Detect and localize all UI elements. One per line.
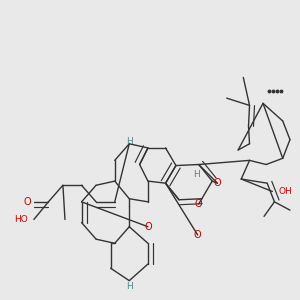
Text: O: O [194,230,202,240]
Text: OH: OH [279,187,292,196]
Text: H: H [126,282,133,291]
Text: O: O [214,178,221,188]
Text: O: O [24,197,32,207]
Text: HO: HO [14,215,28,224]
Text: O: O [195,199,202,209]
Text: O: O [144,222,152,232]
Text: H: H [126,137,133,146]
Text: H: H [193,170,200,179]
